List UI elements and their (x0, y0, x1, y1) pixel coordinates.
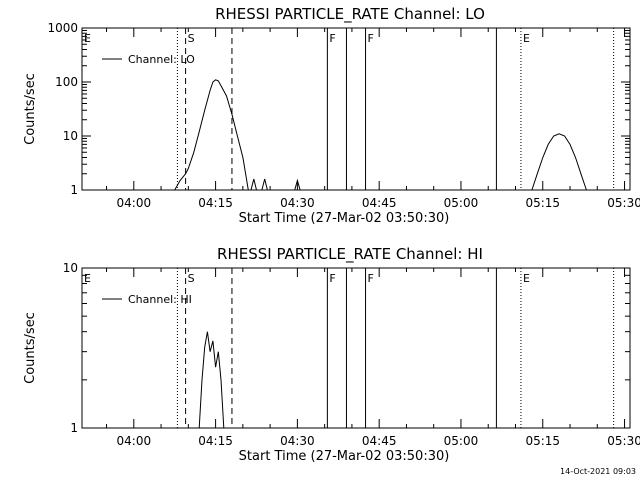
series-line (174, 79, 249, 191)
series-line (294, 178, 301, 191)
y-tick-label: 1 (70, 421, 78, 435)
chart-title: RHESSI PARTICLE_RATE Channel: LO (215, 5, 485, 24)
x-tick-label: 04:15 (198, 196, 233, 210)
y-axis-label: Counts/sec (23, 73, 38, 145)
y-axis-label: Counts/sec (23, 312, 38, 384)
x-tick-label: 04:30 (280, 434, 315, 448)
series-line (531, 133, 587, 191)
series-line (261, 178, 268, 191)
event-marker-label: F (329, 272, 335, 285)
x-axis-label: Start Time (27-Mar-02 03:50:30) (239, 211, 450, 226)
print-timestamp: 14-Oct-2021 09:03 (560, 467, 636, 476)
event-marker-label: F (329, 32, 335, 45)
x-tick-label: 04:00 (117, 196, 152, 210)
event-marker-label: F (368, 272, 374, 285)
x-tick-label: 04:45 (362, 434, 397, 448)
x-tick-label: 05:15 (525, 196, 560, 210)
x-tick-label: 05:30 (607, 196, 640, 210)
x-tick-label: 04:45 (362, 196, 397, 210)
x-tick-label: 05:30 (607, 434, 640, 448)
y-tick-label: 10 (63, 129, 78, 143)
x-tick-label: 04:00 (117, 434, 152, 448)
legend-label: Channel: HI (128, 293, 192, 306)
series-line (198, 331, 225, 429)
chart-title: RHESSI PARTICLE_RATE Channel: HI (217, 245, 483, 264)
x-tick-label: 04:30 (280, 196, 315, 210)
event-marker-label: E (84, 272, 91, 285)
series-line (250, 178, 257, 191)
legend-label: Channel: LO (128, 53, 195, 66)
x-tick-label: 04:15 (198, 434, 233, 448)
event-marker-label: S (188, 272, 195, 285)
event-marker-label: S (188, 32, 195, 45)
x-tick-label: 05:00 (444, 434, 479, 448)
y-tick-label: 10 (63, 261, 78, 275)
x-tick-label: 05:00 (444, 196, 479, 210)
x-axis-label: Start Time (27-Mar-02 03:50:30) (239, 449, 450, 464)
event-marker-label: F (368, 32, 374, 45)
event-marker-label: E (84, 32, 91, 45)
event-marker-label: E (523, 272, 530, 285)
y-tick-label: 1000 (47, 21, 78, 35)
y-tick-label: 1 (70, 183, 78, 197)
event-marker-label: E (523, 32, 530, 45)
y-tick-label: 100 (55, 75, 78, 89)
x-tick-label: 05:15 (525, 434, 560, 448)
plot-frame (81, 267, 631, 429)
